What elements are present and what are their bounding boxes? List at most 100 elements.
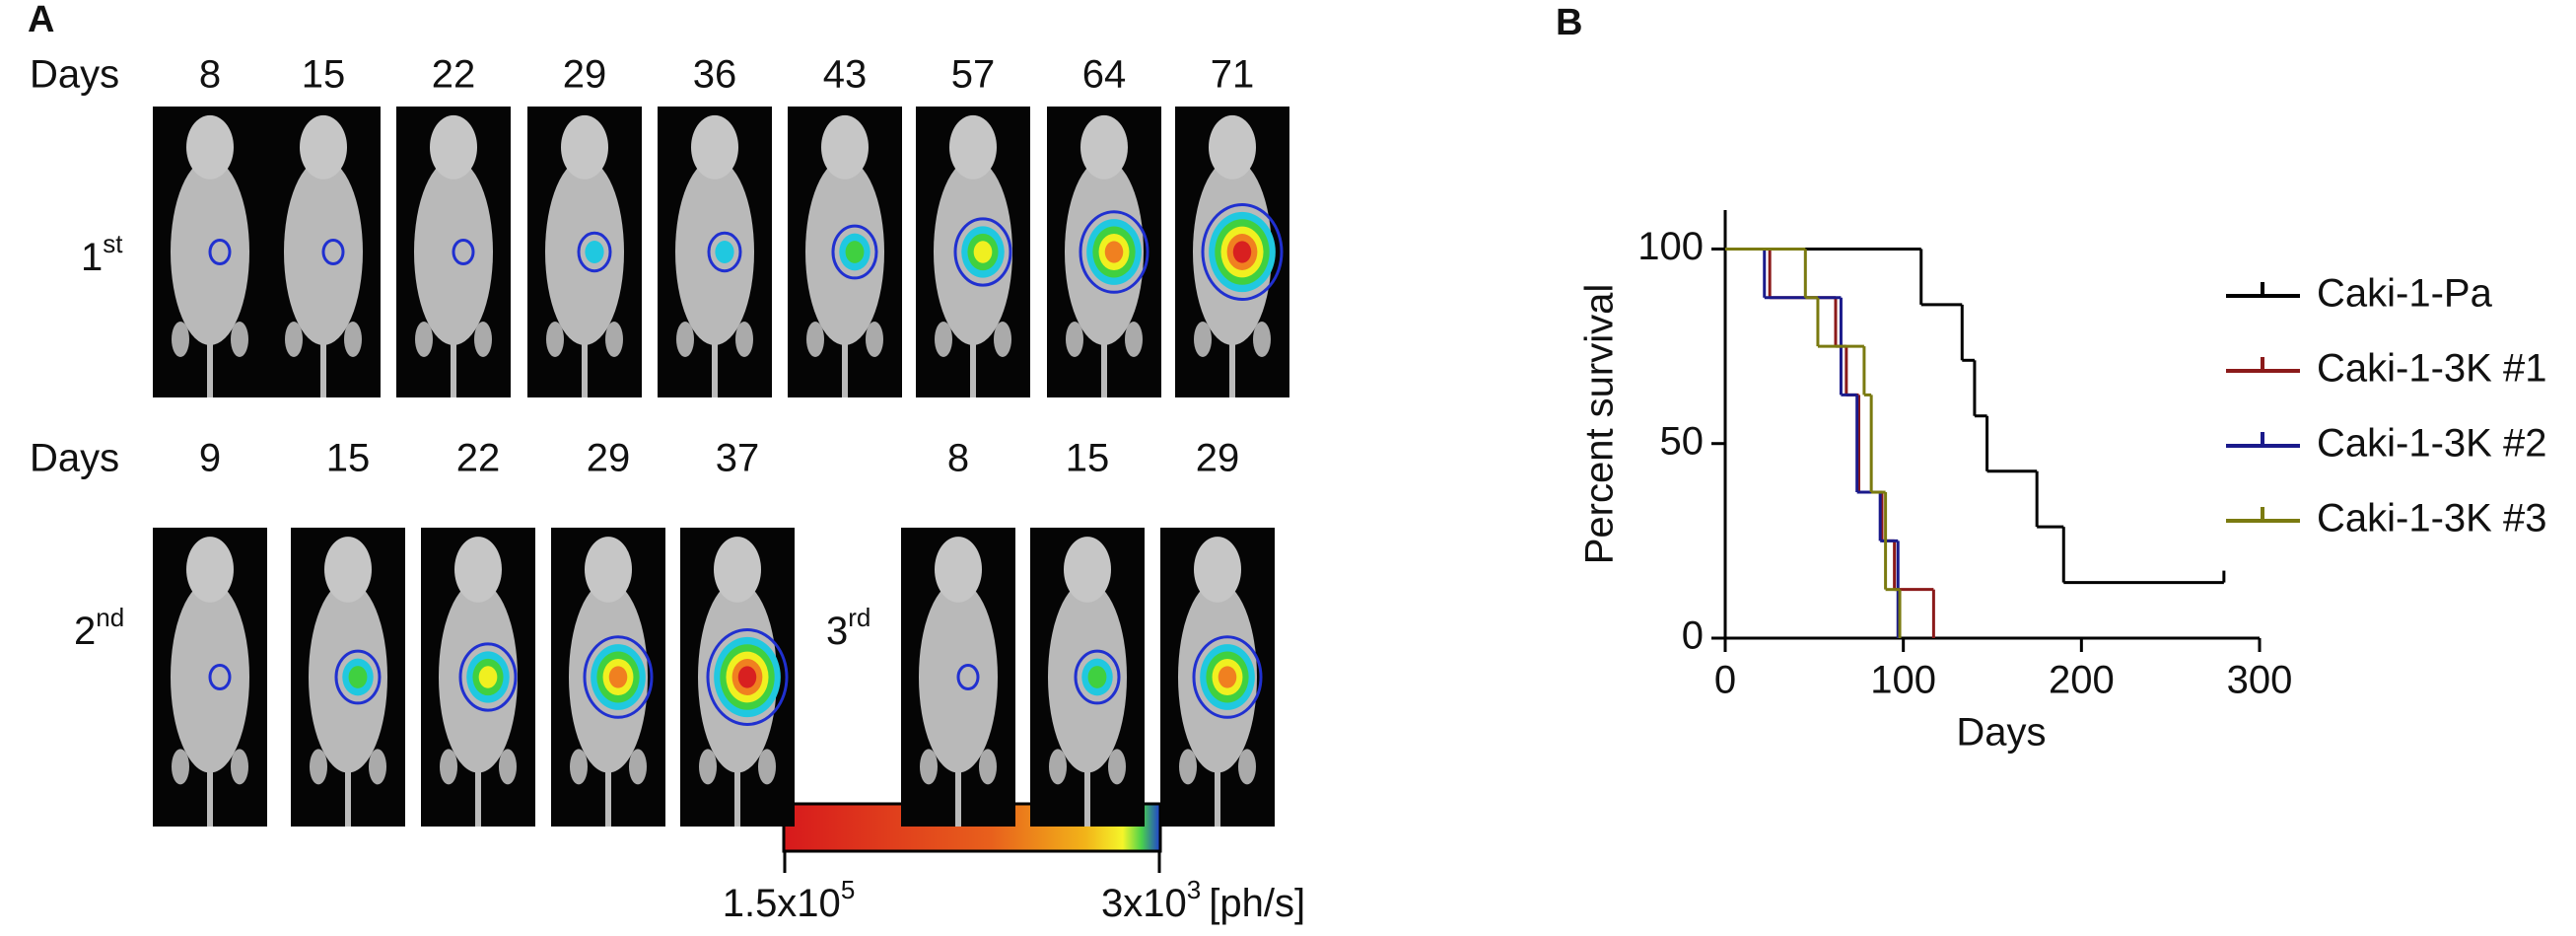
bioluminescence-signal <box>608 666 628 688</box>
bioluminescence-signal <box>458 642 518 712</box>
day-label: 29 <box>563 53 607 97</box>
row-label-number: 3 <box>826 610 848 653</box>
mouse-leg <box>499 749 517 785</box>
mouse-leg <box>1253 322 1271 357</box>
mouse-leg <box>570 749 588 785</box>
mouse-head <box>324 537 372 603</box>
mouse-leg <box>1108 749 1126 785</box>
mouse-leg <box>1066 322 1083 357</box>
mouse-head <box>1209 114 1256 180</box>
colorbar-min-label: 1.5x105 <box>723 875 856 925</box>
panel-label: A <box>28 0 54 40</box>
row-label-suffix: st <box>103 229 123 258</box>
mouse-leg <box>676 322 694 357</box>
mouse-image <box>396 107 511 397</box>
mouse-leg <box>1238 749 1256 785</box>
day-label: 15 <box>326 437 371 480</box>
mouse-image <box>658 107 772 397</box>
bioluminescence-signal <box>585 240 604 264</box>
mouse-leg <box>231 322 248 357</box>
mouse-image <box>527 107 642 397</box>
mouse-image <box>680 528 795 827</box>
row-label-suffix: rd <box>848 603 870 632</box>
bioluminescence-signal <box>1087 666 1107 688</box>
bioluminescence-signal <box>953 217 1012 287</box>
mouse-body <box>545 159 624 345</box>
day-label: 22 <box>456 437 501 480</box>
mouse-leg <box>369 749 386 785</box>
bioluminescence-signal <box>334 649 382 705</box>
day-label: 37 <box>716 437 760 480</box>
mouse-image <box>266 107 381 397</box>
bioluminescence-signal <box>706 628 789 726</box>
day-label: 15 <box>302 53 346 97</box>
bioluminescence-signal <box>452 239 475 265</box>
mouse-leg <box>231 749 248 785</box>
bioluminescence-signal <box>208 239 232 265</box>
bioluminescence-signal <box>321 239 345 265</box>
mouse-head <box>430 114 477 180</box>
days-label: Days <box>30 437 119 480</box>
mouse-head <box>300 114 347 180</box>
y-tick-label: 50 <box>1660 419 1705 463</box>
panel-label: B <box>1556 2 1582 43</box>
row-label-number: 1 <box>81 236 103 279</box>
x-axis-label: Days <box>1956 711 2046 755</box>
day-label: 57 <box>951 53 996 97</box>
mouse-leg <box>1179 749 1197 785</box>
mouse-head <box>1194 537 1241 603</box>
mouse-head <box>186 114 234 180</box>
mouse-leg <box>758 749 776 785</box>
mouse-body <box>675 159 754 345</box>
mouse-head <box>1064 537 1111 603</box>
mouse-leg <box>474 322 492 357</box>
bioluminescence-signal <box>1192 635 1263 719</box>
day-label: 29 <box>1196 437 1240 480</box>
legend-label: Caki-1-3K #3 <box>2317 497 2546 540</box>
bioluminescence-signal <box>831 224 878 280</box>
days-label: Days <box>30 53 119 97</box>
bioluminescence-signal <box>348 666 368 688</box>
mouse-head <box>935 537 982 603</box>
mouse-leg <box>605 322 623 357</box>
bioluminescence-signal <box>715 240 734 264</box>
bioluminescence-signal <box>478 666 498 688</box>
legend-label: Caki-1-3K #2 <box>2317 422 2546 466</box>
mouse-image <box>153 528 267 827</box>
mouse-leg <box>172 322 189 357</box>
mouse-leg <box>735 322 753 357</box>
mouse-image <box>153 107 267 397</box>
bioluminescence-signal <box>956 664 980 690</box>
row-label-number: 2 <box>74 610 96 653</box>
legend-label: Caki-1-Pa <box>2317 272 2493 316</box>
mouse-image <box>1175 107 1289 397</box>
mouse-leg <box>866 322 883 357</box>
bioluminescence-signal <box>845 241 865 263</box>
mouse-leg <box>1049 749 1067 785</box>
bioluminescence-signal <box>973 241 993 263</box>
legend-label: Caki-1-3K #1 <box>2317 347 2546 391</box>
mouse-image <box>421 528 535 827</box>
bioluminescence-signal <box>577 231 612 273</box>
mouse-head <box>1080 114 1128 180</box>
row-label-suffix: nd <box>96 603 124 632</box>
mouse-image <box>1030 528 1145 827</box>
bioluminescence-signal <box>1079 210 1149 294</box>
mouse-head <box>714 537 761 603</box>
x-tick-label: 300 <box>2227 659 2293 702</box>
mouse-image <box>916 107 1030 397</box>
mouse-leg <box>979 749 997 785</box>
day-label: 71 <box>1211 53 1255 97</box>
mouse-image <box>1160 528 1275 827</box>
mouse-head <box>454 537 502 603</box>
mouse-leg <box>1125 322 1143 357</box>
mouse-leg <box>699 749 717 785</box>
mouse-image <box>551 528 665 827</box>
mouse-leg <box>344 322 362 357</box>
mouse-leg <box>920 749 938 785</box>
x-tick-label: 100 <box>1870 659 1936 702</box>
bioluminescence-signal <box>1232 241 1252 263</box>
mouse-leg <box>440 749 457 785</box>
mouse-leg <box>415 322 433 357</box>
